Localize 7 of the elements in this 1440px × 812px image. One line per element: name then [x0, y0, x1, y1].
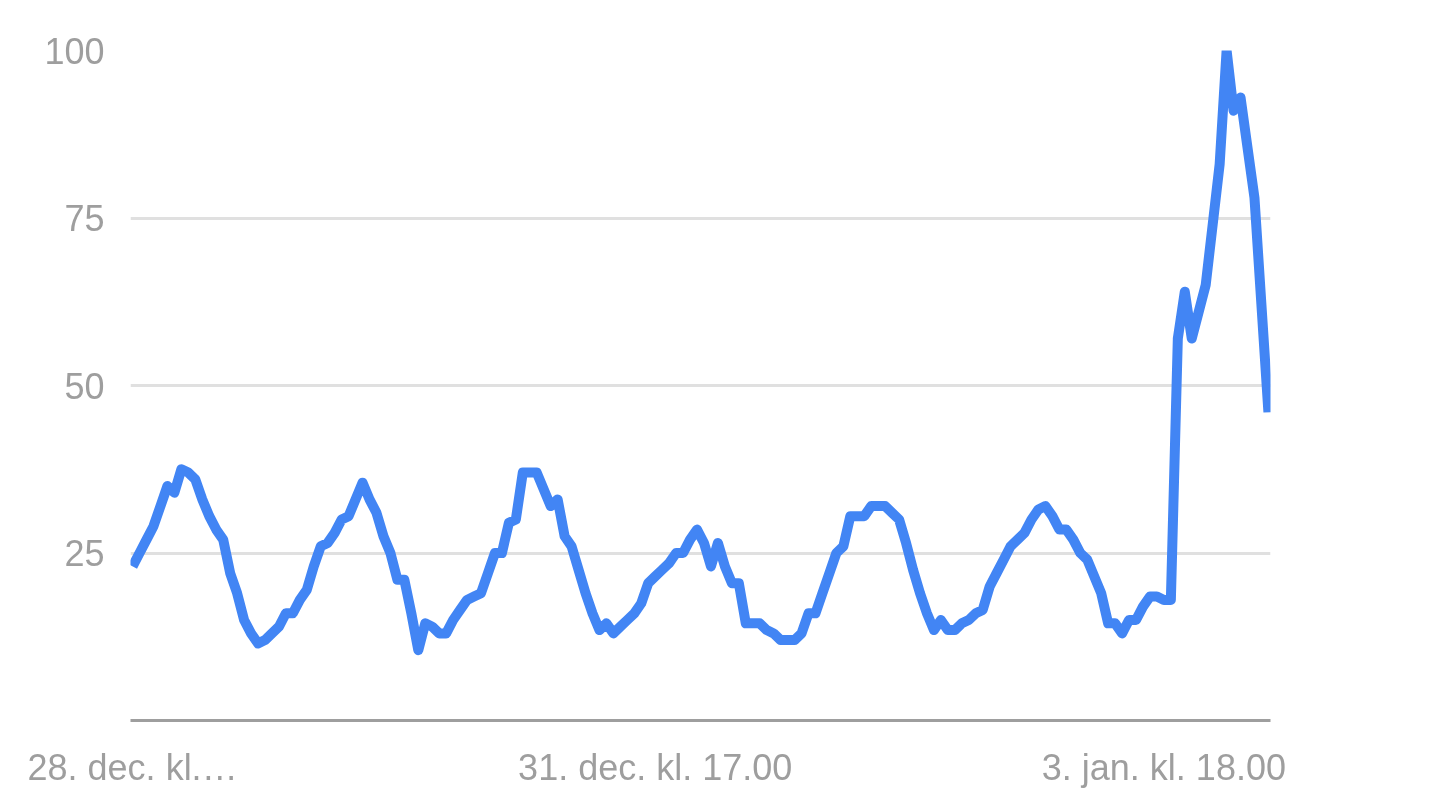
- y-tick-label: 50: [64, 365, 105, 407]
- x-tick-label: 3. jan. kl. 18.00: [1041, 746, 1286, 788]
- y-tick-label: 75: [64, 198, 105, 239]
- x-tick-label: 28. dec. kl.…: [27, 746, 238, 788]
- x-tick-label: 31. dec. kl. 17.00: [518, 746, 793, 788]
- y-tick-label: 25: [64, 533, 105, 574]
- y-tick-label: 100: [44, 30, 105, 72]
